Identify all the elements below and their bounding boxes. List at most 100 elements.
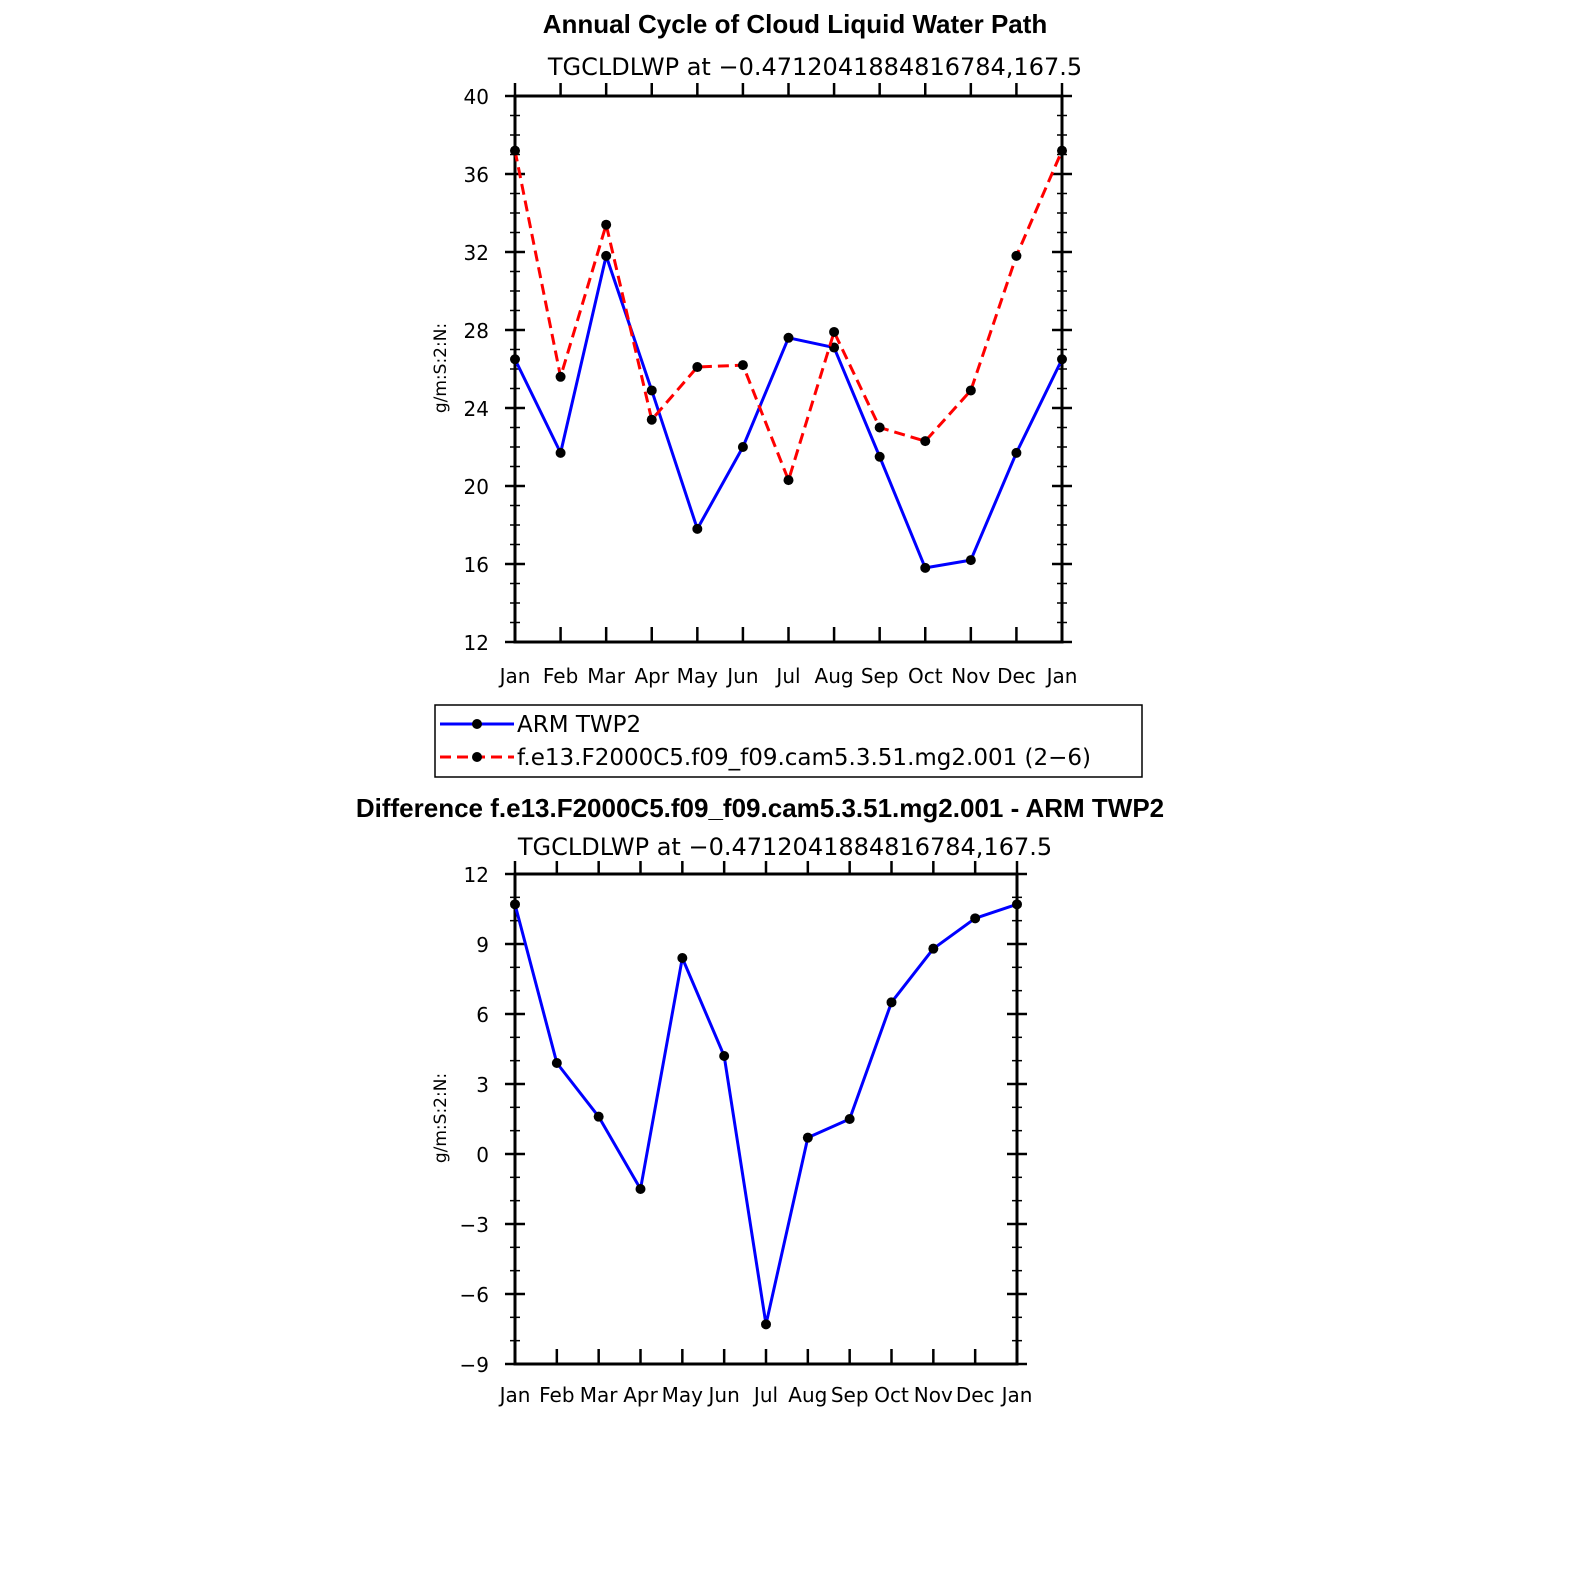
- series-0-point: [965, 555, 976, 566]
- x-tick-label: Jul: [774, 664, 800, 688]
- x-tick-label: Nov: [951, 664, 990, 688]
- y-tick-label: 9: [476, 933, 489, 957]
- x-tick-label: Mar: [587, 664, 626, 688]
- x-tick-label: Jan: [498, 1383, 531, 1407]
- y-tick-label: 36: [464, 163, 489, 187]
- series-0-point: [555, 447, 566, 458]
- series-0-point: [844, 1114, 855, 1124]
- y-tick-labels: 12 9 6 3 0 −3 −6 −9: [460, 863, 489, 1377]
- y-tick-label: 32: [464, 241, 489, 265]
- x-tick-label: Oct: [874, 1383, 909, 1407]
- series-1-point: [737, 360, 748, 371]
- chart-subtitle: TGCLDLWP at −0.4712041884816784,167.5: [547, 53, 1082, 81]
- series-1-point: [601, 219, 612, 230]
- axis-ticks: [505, 861, 1027, 1366]
- series-0-point: [601, 250, 612, 261]
- series-0-point: [970, 913, 981, 924]
- series-0-point: [646, 385, 657, 396]
- y-tick-label: 12: [464, 863, 489, 887]
- y-tick-labels: 40 36 32 28 24 20 16 12: [464, 85, 489, 655]
- series-0-point: [551, 1058, 562, 1068]
- series-1-point: [874, 422, 885, 433]
- y-tick-label: 40: [464, 85, 489, 109]
- x-tick-label: Feb: [543, 664, 578, 688]
- x-tick-label: Jul: [752, 1383, 778, 1407]
- chart-subtitle: TGCLDLWP at −0.4712041884816784,167.5: [517, 833, 1052, 861]
- x-tick-label: May: [677, 664, 719, 688]
- chart-title: Difference f.e13.F2000C5.f09_f09.cam5.3.…: [356, 793, 1164, 823]
- x-tick-labels: Jan Feb Mar Apr May Jun Jul Aug Sep Oct Nov Dec Jan: [498, 1383, 1033, 1407]
- y-tick-label: 6: [476, 1003, 489, 1027]
- y-tick-label: −6: [460, 1283, 489, 1307]
- y-tick-label: 12: [464, 631, 489, 655]
- x-tick-label: May: [662, 1383, 704, 1407]
- x-tick-label: Apr: [623, 1383, 658, 1407]
- x-tick-label: Jun: [707, 1383, 740, 1407]
- x-tick-label: Sep: [831, 1383, 869, 1407]
- y-tick-label: 3: [476, 1073, 489, 1097]
- series-0-point: [1011, 447, 1022, 458]
- x-tick-label: Dec: [997, 664, 1036, 688]
- annual-cycle-chart: Annual Cycle of Cloud Liquid Water Path …: [431, 9, 1082, 688]
- x-tick-labels: Jan Feb Mar Apr May Jun Jul Aug Sep Oct Nov Dec Jan: [498, 664, 1078, 688]
- x-tick-label: Apr: [634, 664, 669, 688]
- series-1-point: [783, 475, 794, 486]
- axis-ticks: [505, 83, 1072, 644]
- series-0-point: [593, 1111, 604, 1122]
- series-0-point: [783, 332, 794, 343]
- series-1-point: [510, 145, 520, 156]
- x-tick-label: Jun: [725, 664, 758, 688]
- x-tick-label: Oct: [908, 664, 943, 688]
- x-tick-label: Jan: [498, 664, 531, 688]
- legend-label-model: f.e13.F2000C5.f09_f09.cam5.3.51.mg2.001 …: [517, 745, 1091, 771]
- series-0-point: [920, 562, 931, 573]
- y-tick-label: 16: [464, 553, 489, 577]
- x-tick-label: Jan: [1045, 664, 1078, 688]
- series-line-0: [513, 902, 1018, 1326]
- series-1-point: [965, 385, 976, 396]
- series-1-point: [920, 436, 931, 447]
- series-0-point: [761, 1319, 771, 1330]
- series-0-point: [874, 451, 885, 462]
- series-0-point: [677, 953, 688, 963]
- legend-marker-model: [472, 752, 482, 762]
- x-tick-label: Aug: [815, 664, 854, 688]
- series-0-point: [928, 943, 939, 954]
- series-line-0: [513, 254, 1064, 570]
- legend: ARM TWP2 f.e13.F2000C5.f09_f09.cam5.3.51…: [434, 704, 1143, 778]
- series-0-point: [719, 1051, 730, 1061]
- series-1-point: [1011, 250, 1022, 261]
- y-tick-label: 20: [464, 475, 489, 499]
- legend-marker-arm: [472, 719, 482, 729]
- y-tick-label: 0: [476, 1143, 489, 1167]
- series-1-point: [646, 414, 657, 425]
- y-tick-label: 24: [464, 397, 489, 421]
- x-tick-label: Dec: [956, 1383, 995, 1407]
- plot-frame: [513, 872, 1019, 1366]
- series-1-point: [692, 362, 703, 373]
- x-tick-label: Mar: [580, 1383, 619, 1407]
- series-0-point: [635, 1184, 646, 1194]
- plot-frame: [513, 94, 1064, 644]
- y-tick-label: −9: [460, 1353, 489, 1377]
- series-1-point: [829, 326, 840, 337]
- series-0-point: [1012, 899, 1022, 910]
- series-group: [510, 899, 1022, 1330]
- y-tick-label: −3: [460, 1213, 489, 1237]
- series-group: [510, 145, 1067, 573]
- x-tick-label: Jan: [1000, 1383, 1033, 1407]
- chart-title: Annual Cycle of Cloud Liquid Water Path: [543, 9, 1048, 39]
- difference-chart: Difference f.e13.F2000C5.f09_f09.cam5.3.…: [356, 793, 1164, 1407]
- y-tick-label: 28: [464, 319, 489, 343]
- series-0-point: [886, 997, 897, 1008]
- series-0-point: [510, 899, 520, 910]
- x-tick-label: Nov: [914, 1383, 953, 1407]
- legend-box: [434, 704, 1143, 778]
- series-0-point: [737, 442, 748, 452]
- series-0-point: [1057, 354, 1067, 365]
- y-axis-label: g/m:S:2:N:: [431, 323, 451, 413]
- y-axis-label: g/m:S:2:N:: [431, 1073, 451, 1163]
- series-0-point: [802, 1132, 813, 1143]
- x-tick-label: Sep: [861, 664, 899, 688]
